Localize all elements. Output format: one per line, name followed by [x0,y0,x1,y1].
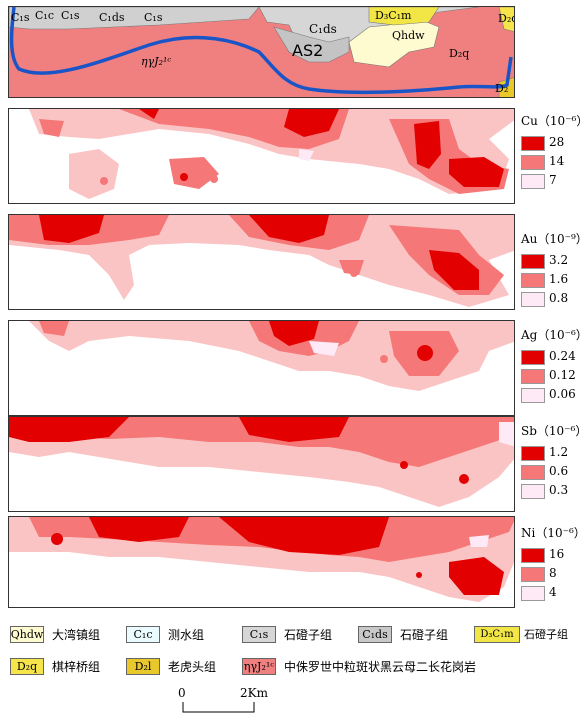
au-swatch-low [521,292,545,307]
legend-label-c1s: 石磴子组 [284,628,333,642]
geology-map-svg [9,7,514,97]
ag-anomaly-panel [8,320,515,416]
legend-label-d2l: 老虎头组 [168,660,217,674]
scale-bar-line [182,702,255,713]
geo-label-c1ds-b: C₁ds [309,22,337,36]
legend-swatch-d3c1m: D₃C₁m [474,626,520,643]
geo-label-d2q-a: D₂q [449,47,470,60]
cu-anomaly-map [29,109,514,199]
d2-unit [498,77,514,97]
geo-label-c1c: C₁c [35,9,54,22]
ni-anomaly-panel [8,516,515,608]
legend-swatch-c1c: C₁c [126,626,160,643]
scale-label-end: 2Km [240,686,268,700]
as2-unit [273,26,350,63]
au-swatch-mid [521,273,545,288]
legend-label-d2q: 棋梓桥组 [52,660,101,674]
geo-label-d3c1m: D₃C₁m [375,9,412,22]
ag-level-low: 0.06 [549,387,576,401]
d2q-unit-top [498,7,514,32]
au-anomaly-panel [8,214,515,310]
legend-label-c1ds: 石磴子组 [400,628,449,642]
ag-swatch-mid [521,369,545,384]
ag-anomaly-map [29,321,514,391]
geo-label-c1s-a: C₁s [11,11,30,24]
cu-swatch-low [521,174,545,189]
legend-label-c1c: 测水组 [168,628,205,642]
legend-label-granite: 中侏罗世中粒斑状黑云母二长花岗岩 [284,660,477,674]
profile-line [9,7,513,95]
cu-legend-title: Cu（10⁻⁶） [521,114,582,128]
geo-label-c1ds-a: C₁ds [99,11,125,24]
geo-label-as2: AS2 [292,41,324,60]
legend-swatch-granite: ηγJ₂¹ᶜ [242,658,276,675]
ni-legend-title: Ni（10⁻⁶） [521,526,582,540]
legend-swatch-qhdw: Qhdw [10,626,44,643]
au-level-high: 3.2 [549,253,569,267]
cu-level-mid: 14 [549,154,565,168]
ni-anomaly-map [9,517,514,602]
ni-swatch-low [521,586,545,601]
legend-swatch-c1s: C₁s [242,626,276,643]
ag-level-high: 0.24 [549,349,576,363]
geo-label-d2q-b: D₂q [498,12,514,25]
ni-level-low: 4 [549,585,557,599]
ni-swatch-mid [521,567,545,582]
cu-swatch-mid [521,155,545,170]
au-anomaly-map [9,215,514,307]
d3c1m-unit [368,7,440,26]
au-swatch-high [521,254,545,269]
ag-legend-title: Ag（10⁻⁶） [521,328,582,342]
cu-level-high: 28 [549,135,565,149]
cu-anomaly-panel [8,108,515,204]
au-legend-title: Au（10⁻⁹） [521,232,582,246]
legend-swatch-d2l: D₂l [126,658,160,675]
sb-swatch-high [521,446,545,461]
legend-label-qhdw: 大湾镇组 [52,628,101,642]
cu-level-low: 7 [549,173,557,187]
ni-level-high: 16 [549,547,565,561]
sb-anomaly-map [9,417,514,507]
sb-level-low: 0.3 [549,483,569,497]
ni-swatch-high [521,548,545,563]
geo-label-qhdw: Qhdw [392,29,425,42]
geo-label-c1s-c: C₁s [144,11,163,24]
sb-level-mid: 0.6 [549,464,569,478]
sb-swatch-mid [521,465,545,480]
qhdw-unit [348,18,440,68]
ni-level-mid: 8 [549,566,557,580]
au-level-low: 0.8 [549,291,569,305]
au-level-mid: 1.6 [549,272,569,286]
ag-swatch-high [521,350,545,365]
ag-swatch-low [521,388,545,403]
sb-level-high: 1.2 [549,445,569,459]
legend-label-d3c1m: 石磴子组 [524,628,568,641]
scale-label-zero: 0 [178,686,186,700]
legend-swatch-d2q: D₂q [10,658,44,675]
ag-level-mid: 0.12 [549,368,576,382]
geo-label-c1s-b: C₁s [61,9,80,22]
geo-label-granite: ηγJ₂¹ᶜ [141,55,172,68]
legend-swatch-c1ds: C₁ds [358,626,392,643]
sb-swatch-low [521,484,545,499]
cu-swatch-high [521,136,545,151]
geology-map-panel: C₁s C₁c C₁s C₁ds C₁s C₁ds AS2 D₃C₁m Qhdw… [8,6,515,98]
sb-legend-title: Sb（10⁻⁶） [521,424,582,438]
sb-anomaly-panel [8,416,515,512]
geo-label-d2: D₂ [495,82,509,95]
